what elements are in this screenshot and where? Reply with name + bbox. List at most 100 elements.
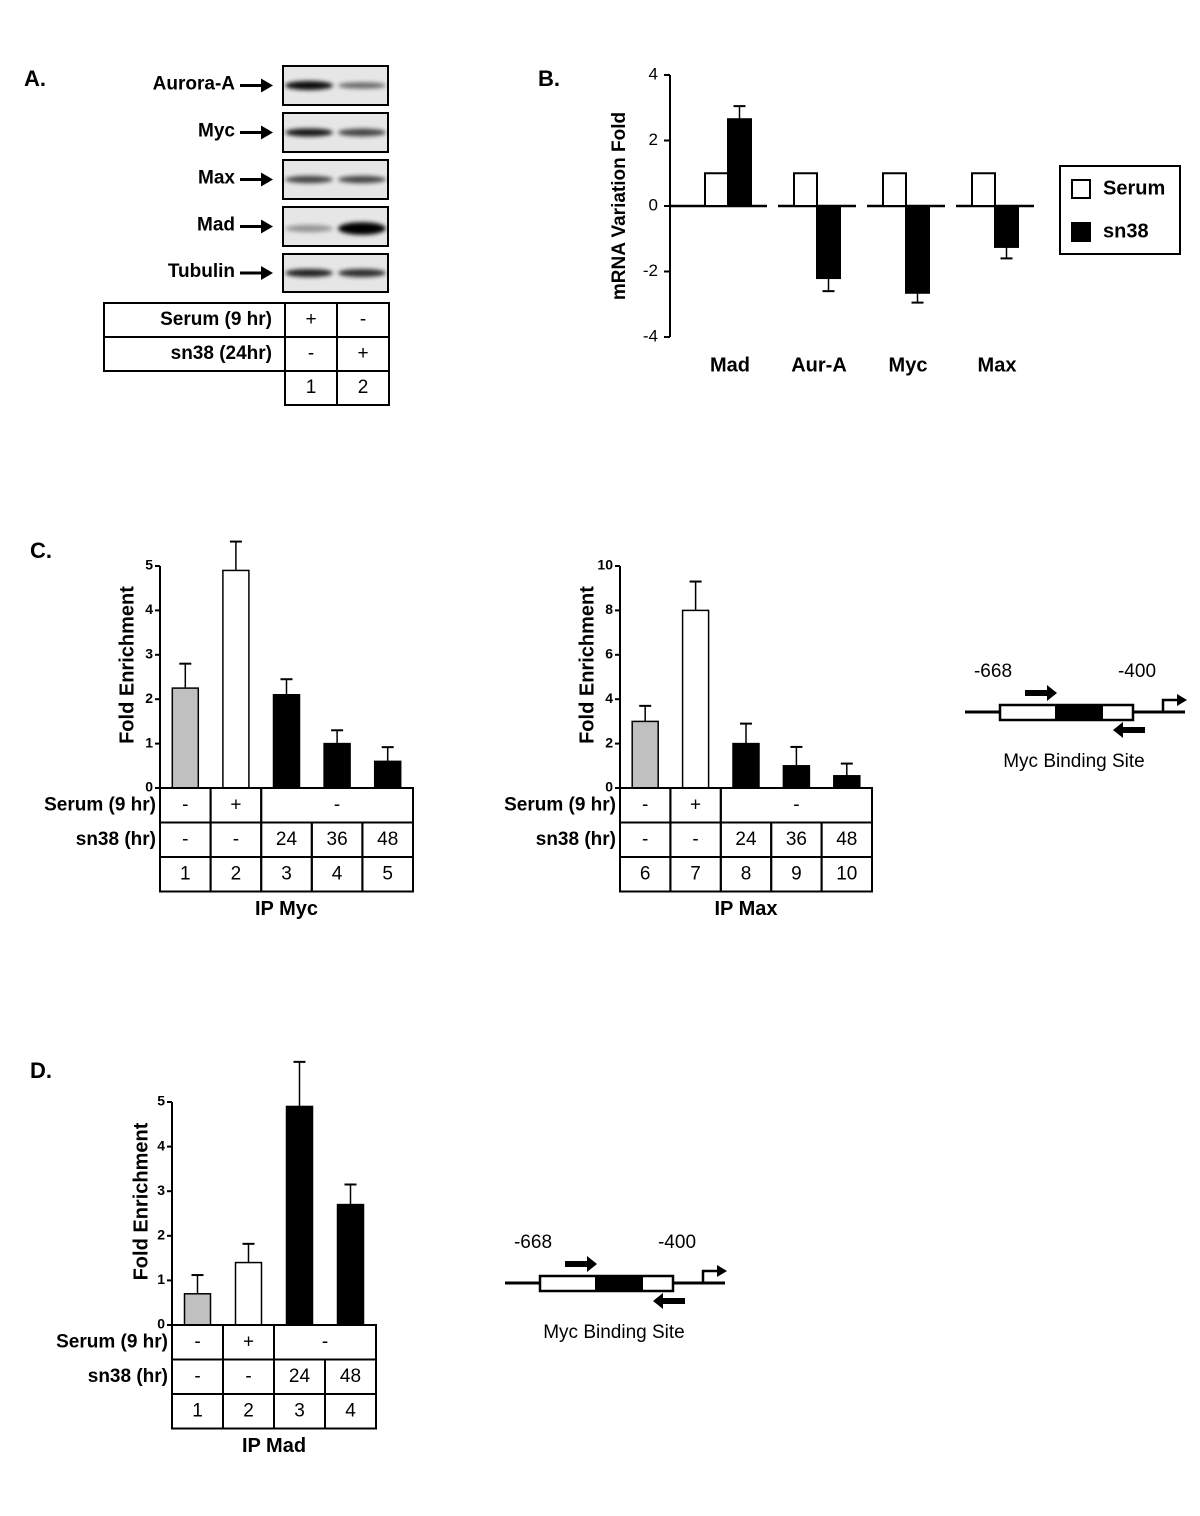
- bar: [183, 1293, 212, 1326]
- table-cell-text: -: [334, 794, 340, 815]
- y-tick-label: 0: [157, 1316, 165, 1332]
- bar: [905, 205, 930, 294]
- band: [285, 128, 333, 137]
- bar: [727, 118, 752, 207]
- lane-number: 6: [640, 863, 651, 884]
- table-cell-text: 24: [276, 829, 298, 850]
- bar: [171, 687, 200, 789]
- legend-swatch: [1071, 222, 1091, 242]
- panel-label: A.: [24, 66, 46, 91]
- table-cell-text: -: [642, 829, 648, 850]
- table-cell-text: -: [245, 1366, 251, 1387]
- lane-number: 3: [281, 863, 292, 884]
- arrow-head: [261, 125, 273, 140]
- arrow-head: [261, 219, 273, 234]
- y-tick-label: 1: [157, 1271, 165, 1287]
- table-cell-text: +: [690, 794, 701, 815]
- y-tick-label: 4: [145, 601, 153, 617]
- bar: [681, 609, 710, 789]
- lane-number: 3: [294, 1400, 305, 1421]
- y-tick-label: 2: [145, 690, 153, 706]
- table-cell-text: 48: [340, 1366, 361, 1387]
- position-label: -668: [974, 661, 1012, 682]
- protein-label: Aurora-A: [153, 74, 236, 95]
- promoter-arrow: [701, 1269, 717, 1283]
- table-cell: [361, 856, 414, 893]
- y-axis-label: Fold Enrichment: [130, 1122, 152, 1280]
- y-tick-label: 2: [605, 734, 613, 750]
- table-cell-text: -: [308, 343, 314, 364]
- lane-number: 4: [332, 863, 343, 884]
- y-tick-label: 1: [145, 734, 153, 750]
- row-label: Serum (9 hr): [160, 309, 272, 330]
- band: [338, 175, 386, 184]
- table-cell: [336, 370, 390, 406]
- bar: [732, 742, 760, 789]
- lane-number: 2: [243, 1400, 254, 1421]
- row-label: Serum (9 hr): [56, 1331, 168, 1352]
- table-cell-text: 36: [327, 829, 348, 850]
- x-tick-label: Aur-A: [791, 354, 847, 376]
- lane-number: 1: [306, 377, 317, 398]
- table-cell-text: 24: [735, 829, 757, 850]
- y-tick-label: 3: [157, 1182, 165, 1198]
- bar: [222, 569, 250, 789]
- row-label: Serum (9 hr): [504, 794, 616, 815]
- primer-reverse: [1113, 722, 1145, 738]
- y-tick-label: 10: [597, 557, 613, 573]
- lane-number: 4: [345, 1400, 356, 1421]
- table-cell: [324, 1393, 377, 1430]
- row-label: sn38 (hr): [536, 829, 616, 850]
- promoter-arrow: [1161, 698, 1177, 712]
- chart-caption: IP Max: [715, 898, 778, 920]
- panel-label: D.: [30, 1058, 52, 1083]
- position-label: -400: [658, 1232, 696, 1253]
- primer-reverse: [653, 1293, 685, 1309]
- lane-number: 9: [791, 863, 802, 884]
- table-cell-text: -: [194, 1331, 200, 1352]
- band: [285, 175, 333, 184]
- protein-label: Mad: [197, 215, 235, 236]
- bar: [323, 742, 351, 789]
- lane-number: 1: [192, 1400, 203, 1421]
- panel-label: C.: [30, 538, 52, 563]
- row-label: sn38 (hr): [76, 829, 156, 850]
- band: [285, 268, 333, 278]
- y-tick-label: 5: [145, 557, 153, 573]
- bar: [833, 775, 861, 789]
- position-label: -400: [1118, 661, 1156, 682]
- band: [285, 81, 333, 90]
- table-cell-text: 36: [786, 829, 807, 850]
- lane-number: 7: [690, 863, 701, 884]
- diagram-caption: Myc Binding Site: [1003, 751, 1145, 772]
- protein-label: Tubulin: [168, 261, 235, 282]
- row-label: sn38 (hr): [88, 1366, 168, 1387]
- y-axis-label: mRNA Variation Fold: [609, 112, 630, 300]
- bar: [336, 1203, 365, 1326]
- y-tick-label: 8: [605, 601, 613, 617]
- bar: [882, 172, 907, 207]
- lane-number: 2: [231, 863, 242, 884]
- table-cell-text: +: [230, 794, 241, 815]
- table-cell-text: 48: [836, 829, 857, 850]
- legend-swatch: [1071, 179, 1091, 199]
- bar: [631, 720, 659, 789]
- y-tick-label: 2: [649, 130, 658, 149]
- y-tick-label: -2: [643, 261, 658, 280]
- table-cell-text: 24: [289, 1366, 311, 1387]
- lane-number: 1: [180, 863, 191, 884]
- bar: [285, 1105, 314, 1326]
- protein-label: Max: [198, 168, 235, 189]
- legend-label: Serum: [1103, 177, 1165, 199]
- table-cell-text: -: [322, 1331, 328, 1352]
- panel-label: B.: [538, 66, 560, 91]
- bar: [793, 172, 818, 207]
- x-tick-label: Max: [978, 354, 1017, 376]
- lane-number: 8: [741, 863, 752, 884]
- y-tick-label: 0: [145, 779, 153, 795]
- bar: [373, 760, 402, 789]
- table-cell-text: +: [305, 309, 316, 330]
- table-cell: [820, 856, 873, 893]
- table-cell-text: +: [357, 343, 368, 364]
